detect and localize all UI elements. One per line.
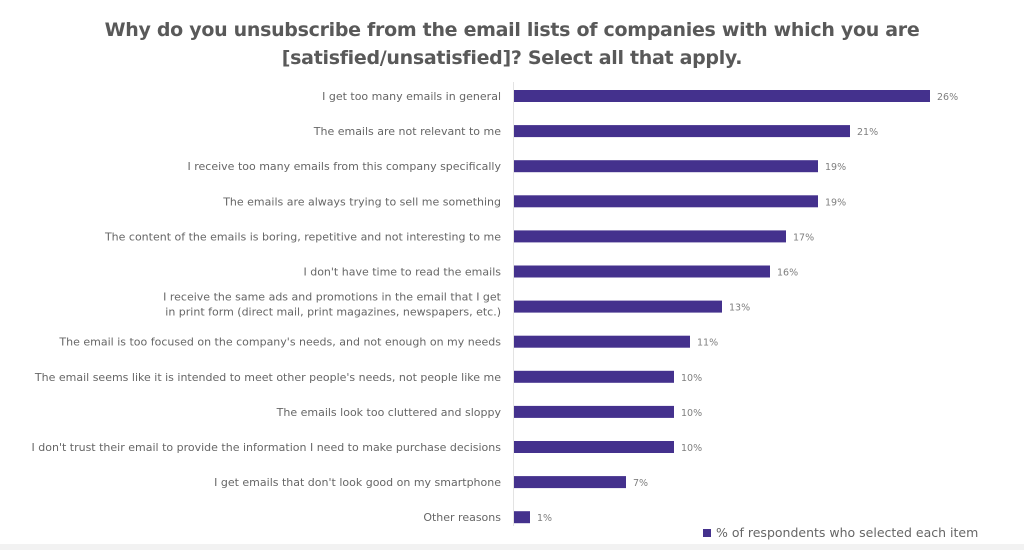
value-label: 10%: [681, 373, 702, 384]
bar: [514, 160, 818, 173]
value-label: 26%: [937, 92, 958, 103]
bar: [514, 476, 626, 489]
value-label: 7%: [633, 478, 648, 489]
chart-title: Why do you unsubscribe from the email li…: [0, 16, 1024, 72]
category-label: The emails are always trying to sell me …: [222, 195, 501, 208]
category-label: The email seems like it is intended to m…: [34, 371, 501, 384]
value-label: 19%: [825, 197, 846, 208]
category-label: Other reasons: [423, 511, 501, 524]
bar: [514, 370, 674, 383]
value-label: 13%: [729, 303, 750, 314]
value-label: 16%: [777, 268, 798, 279]
category-label: The emails are not relevant to me: [313, 125, 501, 138]
category-label: I get emails that don't look good on my …: [214, 476, 501, 489]
value-label: 11%: [697, 338, 718, 349]
value-label: 21%: [857, 127, 878, 138]
legend-swatch: [703, 528, 711, 537]
bar: [514, 441, 674, 453]
bar: [514, 511, 530, 524]
value-label: 1%: [537, 513, 552, 524]
bar: [514, 125, 850, 138]
bar: [514, 230, 786, 243]
category-label: I receive too many emails from this comp…: [188, 160, 502, 173]
category-label-line: in print form (direct mail, print magazi…: [165, 306, 501, 319]
category-label: I don't trust their email to provide the…: [32, 441, 502, 454]
chart-title-line-1: Why do you unsubscribe from the email li…: [104, 19, 920, 41]
category-label: I receive the same ads and promotions in…: [163, 291, 502, 319]
bottom-band: [0, 544, 1024, 550]
bar: [514, 405, 674, 418]
value-label: 19%: [825, 162, 846, 173]
bar: [514, 300, 722, 313]
category-label: The emails look too cluttered and sloppy: [276, 406, 502, 419]
category-label: I don't have time to read the emails: [303, 266, 501, 279]
bar: [514, 265, 770, 278]
category-label-line: I receive the same ads and promotions in…: [163, 291, 502, 304]
legend-label: % of respondents who selected each item: [716, 525, 979, 540]
chart-title-line-2: [satisfied/unsatisfied]? Select all that…: [281, 47, 743, 69]
value-label: 10%: [681, 408, 702, 419]
category-label: The email is too focused on the company'…: [58, 336, 501, 349]
legend: % of respondents who selected each item: [703, 525, 978, 540]
category-label: The content of the emails is boring, rep…: [104, 230, 501, 243]
bars-group: I get too many emails in general 26% The e…: [32, 90, 958, 524]
value-label: 17%: [793, 232, 814, 243]
bar: [514, 195, 818, 208]
category-label: I get too many emails in general: [322, 90, 501, 103]
bar: [514, 90, 930, 102]
value-label: 10%: [681, 443, 702, 454]
bar: [514, 335, 690, 348]
